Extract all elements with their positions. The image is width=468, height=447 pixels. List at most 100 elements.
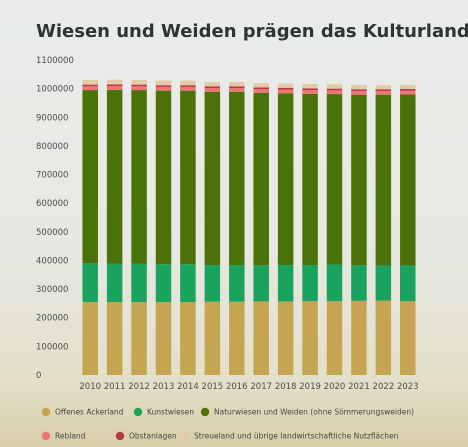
bar-segment-2-2023 [400,94,416,266]
bar-segment-2-2018 [277,93,294,266]
bar-segment-1-2022 [375,265,392,301]
bar-segment-1-2019 [302,265,318,302]
bar-segment-4-2015 [204,86,221,89]
bar-segment-1-2018 [277,265,294,302]
bar-segment-3-2020 [326,90,343,95]
legend-marker-1 [133,407,143,417]
bar-segment-0-2016 [229,301,245,375]
bar-segment-1-2016 [229,265,245,302]
bar-segment-2-2011 [106,89,123,264]
bar-segment-4-2010 [82,84,98,87]
y-tick-label: 400000 [36,256,68,266]
x-tick-label: 2014 [177,382,199,392]
bar-segment-2-2022 [375,94,392,266]
bar-segment-3-2023 [400,90,416,95]
bar-segment-0-2023 [400,301,416,375]
bar-segment-3-2018 [277,89,294,94]
bar-segment-5-2013 [155,80,172,86]
y-tick-label: 1000000 [36,85,74,95]
bar-segment-0-2018 [277,301,294,375]
bar-segment-4-2020 [326,88,343,91]
y-tick-label: 600000 [36,199,68,209]
legend: Offenes Ackerland Kunstwiesen Naturwiesen … [41,407,414,441]
y-tick-label: 1100000 [36,56,74,66]
x-tick-label: 2017 [250,382,272,392]
bar-segment-3-2015 [204,88,221,92]
x-tick-label: 2019 [299,382,321,392]
bar-segment-1-2013 [155,264,172,302]
bar-segment-0-2020 [326,301,343,375]
bar-segment-5-2017 [253,83,269,88]
bar-segment-5-2023 [400,84,416,89]
bar-segment-0-2012 [131,301,147,375]
bar-segment-3-2013 [155,86,172,91]
bar-segment-1-2021 [351,265,367,301]
x-tick-label: 2015 [202,382,224,392]
bar-segment-0-2022 [375,300,392,375]
bar-segment-5-2010 [82,80,98,85]
legend-marker-0 [41,407,51,417]
y-tick-label: 100000 [36,342,68,352]
bar-segment-2-2013 [155,90,172,265]
bar-segment-2-2019 [302,93,318,266]
legend-label-3: Rebland [55,432,86,441]
bar-segment-2-2014 [180,90,196,265]
bar-segment-5-2014 [180,80,196,86]
bar-segment-4-2011 [106,84,123,87]
bar-segment-2-2012 [131,90,147,264]
bar-segment-5-2015 [204,82,221,87]
y-tick-label: 0 [36,371,41,381]
bar-segment-0-2014 [180,301,196,375]
bar-segment-5-2020 [326,84,343,89]
bar-segment-2-2010 [82,90,98,264]
x-tick-label: 2022 [373,382,395,392]
bar-segment-3-2017 [253,89,269,93]
y-axis: 0 100000 200000 300000 400000 500000 600000 700… [36,56,74,381]
x-tick-label: 2012 [128,382,150,392]
bar-segment-1-2012 [131,263,147,302]
bar-segment-2-2015 [204,91,221,266]
bar-segment-5-2022 [375,85,392,90]
chart-title: Wiesen und Weiden prägen das Kulturland [36,21,468,42]
bar-segment-0-2015 [204,301,221,375]
x-tick-label: 2023 [397,382,419,392]
bar-segment-3-2016 [229,88,245,92]
legend-marker-4 [115,431,125,441]
bars [82,79,416,375]
bar-segment-2-2021 [351,94,367,266]
bar-segment-3-2011 [106,86,123,90]
bar-segment-1-2014 [180,264,196,302]
bar-segment-1-2010 [82,263,98,302]
legend-label-0: Offenes Ackerland [55,408,124,417]
x-tick-label: 2011 [104,382,126,392]
x-axis: 2010 2011 2012 2013 2014 2015 2016 2017 2018 2019… [79,382,418,392]
bar-segment-3-2012 [131,86,147,91]
bar-segment-4-2022 [375,89,392,91]
y-tick-label: 700000 [36,171,68,181]
legend-label-4: Obstanlagen [129,432,177,441]
bar-segment-4-2014 [180,85,196,87]
x-tick-label: 2020 [324,382,346,392]
y-tick-label: 500000 [36,228,68,238]
bar-segment-3-2014 [180,86,196,91]
bar-segment-3-2022 [375,90,392,95]
legend-marker-3 [41,431,51,441]
bar-segment-1-2011 [106,263,123,302]
y-tick-label: 200000 [36,314,68,324]
legend-label-1: Kunstwiesen [147,408,194,417]
bar-segment-4-2018 [277,87,294,90]
bar-segment-2-2016 [229,91,245,266]
bar-segment-5-2016 [229,82,245,87]
bar-segment-3-2010 [82,86,98,91]
bar-segment-1-2015 [204,265,221,302]
bar-segment-5-2021 [351,84,367,90]
bar-segment-0-2010 [82,301,98,375]
bar-segment-0-2021 [351,300,367,375]
bar-segment-1-2023 [400,265,416,302]
x-tick-label: 2016 [226,382,248,392]
bar-segment-5-2019 [302,84,318,89]
x-tick-label: 2018 [275,382,297,392]
bar-segment-2-2020 [326,94,343,265]
legend-label-5: Streueland und übrige landwirtschaftlich… [194,432,399,441]
